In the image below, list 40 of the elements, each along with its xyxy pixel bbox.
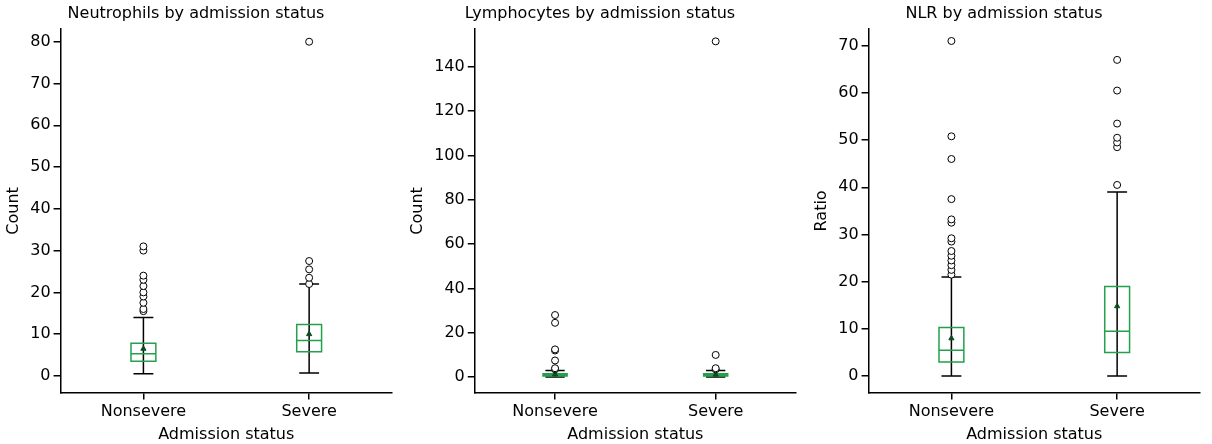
y-tick-label: 40 xyxy=(30,197,51,217)
x-tick-label: Nonsevere xyxy=(908,401,995,421)
y-tick-label: 70 xyxy=(838,34,859,54)
y-tick-label: 120 xyxy=(434,100,465,120)
y-tick-label: 20 xyxy=(444,321,465,341)
y-tick-label: 20 xyxy=(838,270,859,290)
y-tick-label: 60 xyxy=(30,114,51,134)
y-tick-label: 30 xyxy=(838,223,859,243)
y-axis-title: Ratio xyxy=(810,190,830,232)
y-tick-label: 80 xyxy=(444,188,465,208)
chart-title: NLR by admission status xyxy=(905,2,1103,22)
y-tick-label: 140 xyxy=(434,56,465,76)
y-tick-label: 80 xyxy=(30,30,51,50)
y-tick-label: 70 xyxy=(30,72,51,92)
y-tick-label: 0 xyxy=(454,366,465,386)
y-tick-label: 60 xyxy=(444,233,465,253)
y-tick-label: 40 xyxy=(444,277,465,297)
x-axis-title: Admission status xyxy=(966,423,1103,443)
chart-title: Lymphocytes by admission status xyxy=(464,2,736,22)
x-tick-label: Severe xyxy=(687,401,744,421)
y-tick-label: 20 xyxy=(30,281,51,301)
y-tick-label: 0 xyxy=(848,365,859,385)
y-tick-label: 30 xyxy=(30,239,51,259)
x-axis-title: Admission status xyxy=(567,423,704,443)
x-tick-label: Nonsevere xyxy=(512,401,598,421)
y-tick-label: 50 xyxy=(30,156,51,176)
y-tick-label: 100 xyxy=(434,144,465,164)
x-tick-label: Severe xyxy=(281,401,337,421)
y-tick-label: 0 xyxy=(40,365,51,385)
x-tick-label: Nonsevere xyxy=(100,401,187,421)
y-tick-label: 60 xyxy=(838,82,859,102)
y-tick-label: 40 xyxy=(838,176,859,196)
x-axis-title: Admission status xyxy=(158,423,295,443)
x-tick-label: Severe xyxy=(1089,401,1145,421)
chart-title: Neutrophils by admission status xyxy=(67,2,325,22)
y-tick-label: 10 xyxy=(30,323,51,343)
y-tick-label: 50 xyxy=(838,129,859,149)
y-tick-label: 10 xyxy=(838,318,859,338)
y-axis-title: Count xyxy=(2,187,22,235)
y-axis-title: Count xyxy=(406,187,426,235)
